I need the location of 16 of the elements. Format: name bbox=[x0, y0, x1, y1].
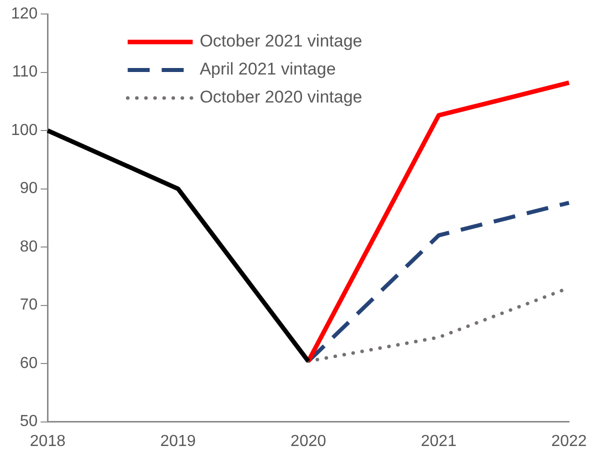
x-tick-label: 2022 bbox=[551, 432, 587, 450]
x-tick-label: 2018 bbox=[30, 432, 66, 450]
x-tick-label: 2020 bbox=[290, 432, 326, 450]
legend-label: October 2020 vintage bbox=[200, 88, 362, 107]
y-tick-label: 70 bbox=[20, 296, 38, 314]
y-tick-label: 50 bbox=[20, 413, 38, 430]
y-tick-label: 100 bbox=[10, 122, 38, 139]
y-tick-label: 120 bbox=[10, 5, 38, 22]
legend-label: October 2021 vintage bbox=[200, 32, 362, 51]
x-tick-label: 2019 bbox=[160, 432, 196, 450]
legend-label: April 2021 vintage bbox=[200, 60, 336, 79]
y-tick-label: 60 bbox=[20, 354, 38, 372]
x-tick-label: 2021 bbox=[420, 432, 457, 450]
y-tick-label: 90 bbox=[20, 180, 38, 198]
y-tick-label: 80 bbox=[20, 238, 38, 256]
y-tick-label: 110 bbox=[12, 64, 38, 81]
